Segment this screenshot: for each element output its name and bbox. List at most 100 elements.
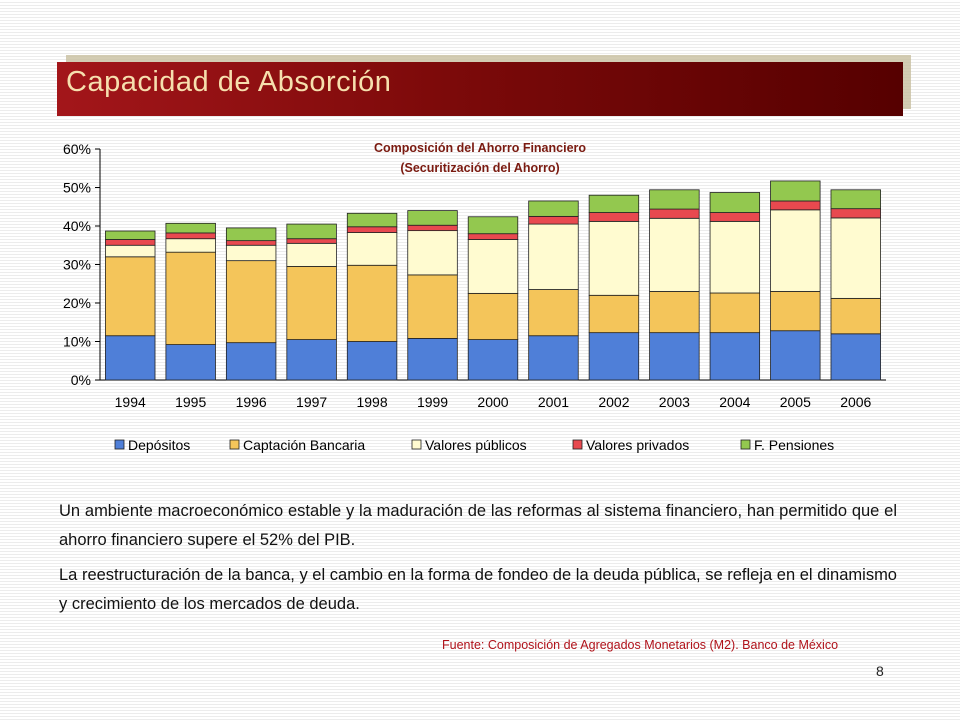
legend-swatch [572,439,583,450]
y-tick-label: 50% [63,180,91,196]
bar-segment [588,194,640,213]
bar-segment [770,291,821,332]
bar-segment [346,341,398,381]
bar-segment [225,342,277,381]
y-tick-label: 20% [63,295,91,311]
legend-label: F. Pensiones [754,437,834,453]
legend-label: Depósitos [128,437,190,453]
y-tick-label: 30% [63,257,91,273]
bar-segment [770,330,821,381]
bar-segment [407,230,458,276]
legend-label: Valores privados [586,437,689,453]
bar-segment [770,209,821,292]
bar-segment [467,233,519,240]
bar-segment [709,220,761,294]
bar-segment [286,238,337,244]
bar-segment [528,223,579,290]
bar-segment [467,292,519,340]
bar-segment [649,332,700,381]
legend-swatch [114,439,125,450]
page-number: 8 [876,663,884,679]
bar-segment [528,335,579,381]
bar-segment [588,332,640,381]
bar-segment [286,242,337,267]
bar-segment [286,266,337,340]
chart-subtitle: (Securitización del Ahorro) [400,161,559,175]
bar-segment [346,226,398,233]
source-note: Fuente: Composición de Agregados Monetar… [442,638,839,652]
bar-segment [407,224,458,232]
bar-segment [649,189,700,210]
bar-segment [467,339,519,381]
bar-segment [286,223,337,240]
bar-segment [830,333,881,381]
bar-segment [225,260,277,344]
x-tick-label: 1999 [417,394,448,410]
bar-segment [346,232,398,266]
bar-segment [165,222,216,234]
x-tick-label: 2004 [719,394,750,410]
title-bar [57,62,903,116]
bar-segment [830,208,881,219]
legend-label: Valores públicos [425,437,527,453]
bar-segment [649,291,700,334]
bar-segment [528,200,579,217]
bar-segment [588,294,640,334]
legend-label: Captación Bancaria [243,437,365,453]
bar-segment [407,210,458,226]
bar-segment [770,180,821,202]
bar-segment [830,189,881,210]
x-tick-label: 2002 [598,394,629,410]
bar-segment [649,208,700,219]
chart-title: Composición del Ahorro Financiero [374,141,586,155]
legend-swatch [740,439,751,450]
paragraph-1: Un ambiente macroeconómico estable y la … [59,502,897,549]
bar-segment [346,264,398,342]
paragraph-2: La reestructuración de la banca, y el ca… [59,566,897,613]
bar-segment [225,244,277,262]
bar-segment [105,239,156,246]
slide-title: Capacidad de Absorción [66,66,392,98]
bar-segment [105,256,156,337]
bar-segment [830,297,881,335]
bar-segment [407,274,458,339]
bar-segment [649,217,700,292]
chart-legend: Depósitos Captación Bancaria Valores públi… [114,437,834,453]
x-tick-label: 2006 [840,394,871,410]
bar-segment [225,227,277,242]
bar-segment [709,332,761,381]
bar-segment [588,220,640,296]
bar-segment [286,339,337,381]
bar-segment [709,192,761,213]
legend-swatch [229,439,240,450]
bar-segment [165,232,216,240]
x-tick-label: 2003 [659,394,690,410]
bar-segment [407,338,458,381]
bar-segment [528,289,579,337]
bar-segment [770,200,821,211]
x-tick-label: 2000 [477,394,508,410]
y-tick-label: 0% [71,372,91,388]
chart-bars [105,180,881,381]
bar-segment [467,239,519,294]
x-tick-label: 2005 [780,394,811,410]
bar-segment [709,212,761,222]
x-tick-label: 1998 [356,394,387,410]
x-tick-label: 1994 [115,394,146,410]
y-tick-label: 60% [63,141,91,157]
stacked-bar-chart: Composición del Ahorro Financiero (Secur… [63,141,886,453]
bar-segment [528,215,579,225]
bar-segment [105,335,156,381]
bar-segment [165,238,216,253]
bar-segment [165,251,216,345]
bar-segment [105,244,156,258]
bar-segment [225,240,277,246]
bar-segment [709,292,761,334]
bar-segment [588,212,640,222]
y-tick-label: 10% [63,334,91,350]
bar-segment [830,217,881,299]
bar-segment [105,230,156,240]
x-tick-label: 1995 [175,394,206,410]
legend-swatch [411,439,422,450]
bar-segment [467,216,519,235]
